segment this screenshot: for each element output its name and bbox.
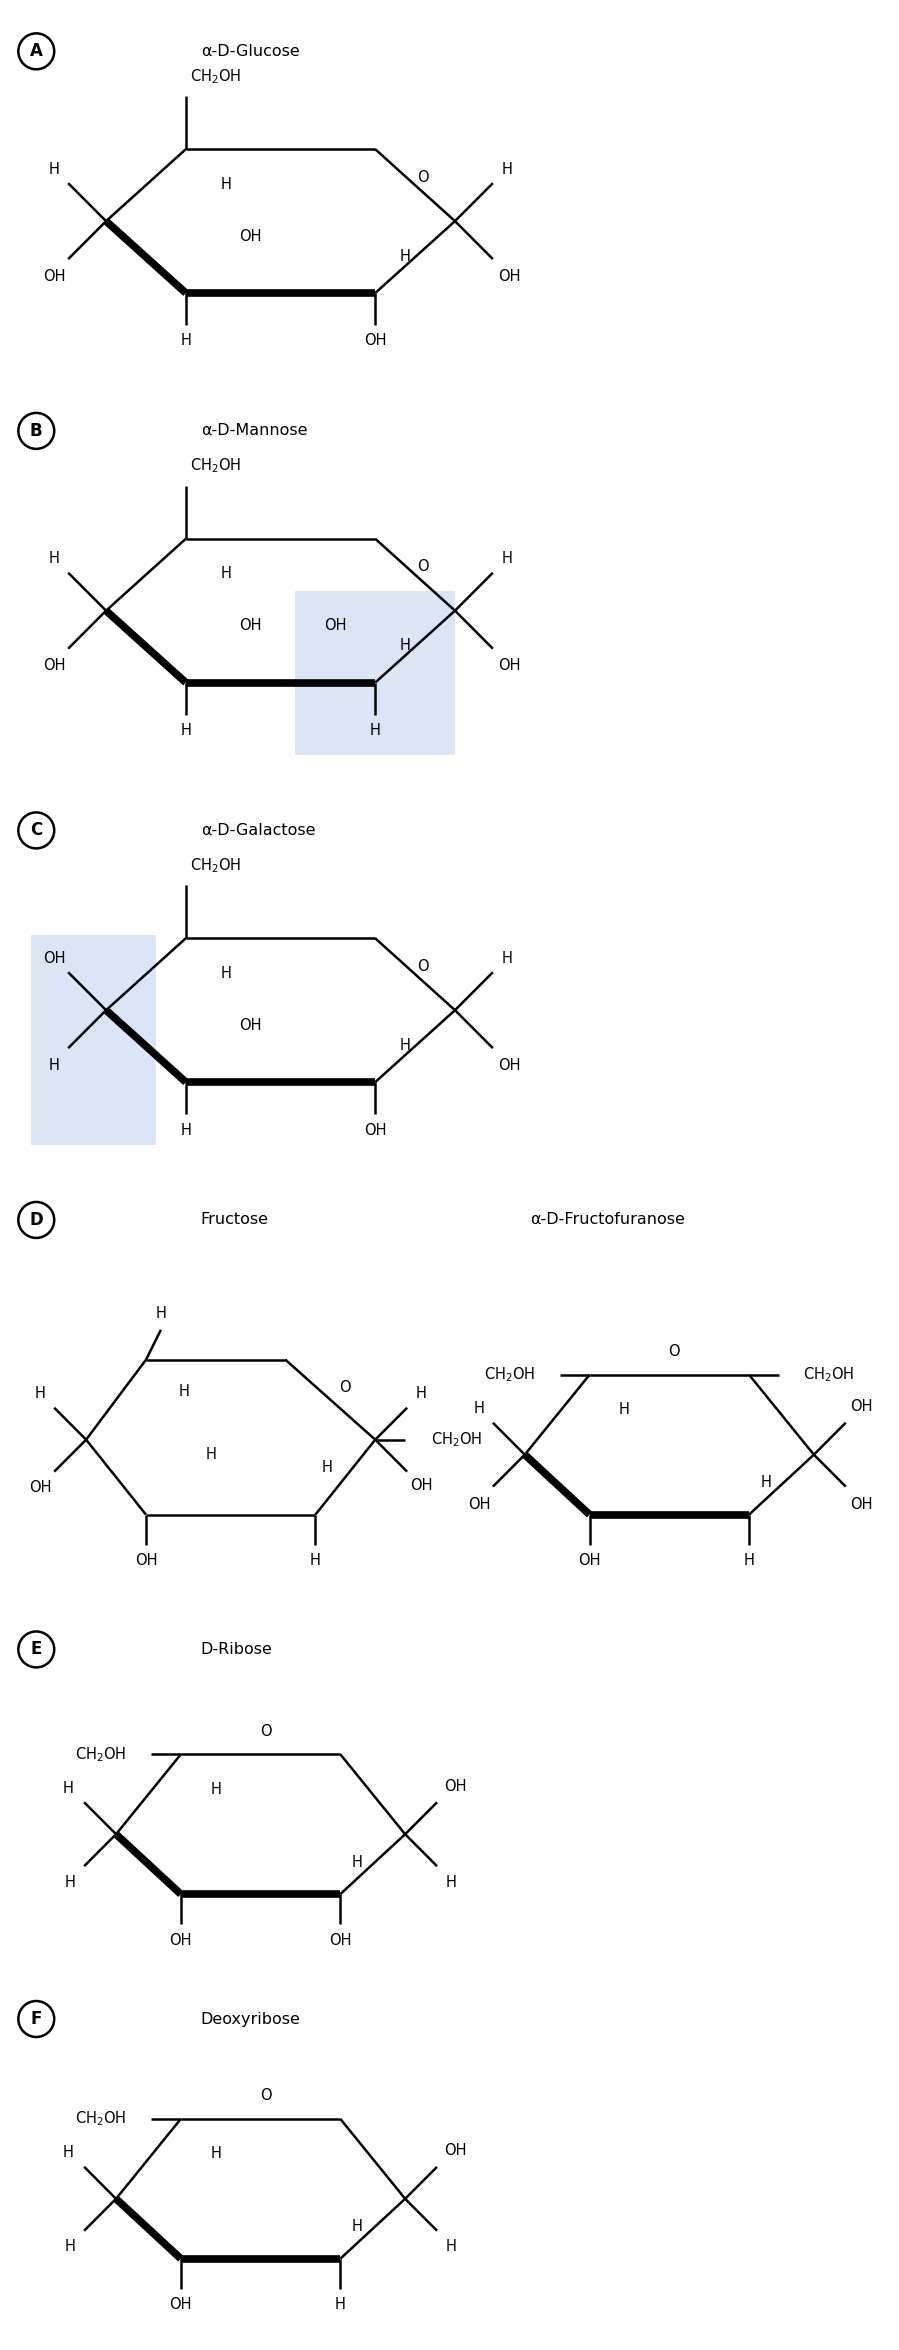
Text: OH: OH	[239, 228, 262, 244]
Text: O: O	[340, 1379, 352, 1396]
Text: H: H	[369, 724, 380, 738]
Text: H: H	[400, 249, 411, 263]
Text: H: H	[220, 566, 231, 580]
Text: H: H	[400, 1039, 411, 1053]
Text: O: O	[260, 1725, 271, 1739]
Text: OH: OH	[364, 1123, 387, 1137]
Text: CH$_2$OH: CH$_2$OH	[190, 456, 242, 475]
Text: H: H	[310, 1553, 321, 1567]
Text: H: H	[205, 1448, 216, 1462]
Text: O: O	[669, 1344, 681, 1358]
Text: OH: OH	[467, 1497, 490, 1511]
Text: H: H	[65, 1875, 76, 1889]
Text: α-D-Fructofuranose: α-D-Fructofuranose	[530, 1213, 685, 1227]
Text: OH: OH	[850, 1497, 873, 1511]
Text: H: H	[63, 2146, 74, 2160]
Text: H: H	[181, 334, 191, 348]
Text: Fructose: Fructose	[200, 1213, 269, 1227]
Text: H: H	[335, 2298, 346, 2312]
Text: OH: OH	[850, 1398, 873, 1415]
Text: OH: OH	[43, 268, 66, 284]
Text: D-Ribose: D-Ribose	[200, 1643, 272, 1657]
Text: H: H	[415, 1386, 426, 1401]
Text: OH: OH	[239, 618, 262, 632]
Text: H: H	[156, 1307, 166, 1321]
Text: OH: OH	[239, 1018, 262, 1032]
Text: CH$_2$OH: CH$_2$OH	[190, 66, 242, 85]
Text: OH: OH	[499, 268, 521, 284]
Text: OH: OH	[410, 1478, 432, 1492]
Text: OH: OH	[43, 952, 66, 966]
Text: H: H	[761, 1476, 771, 1490]
Text: O: O	[417, 959, 429, 973]
FancyBboxPatch shape	[296, 590, 455, 754]
Text: OH: OH	[444, 2143, 467, 2157]
Text: CH$_2$OH: CH$_2$OH	[803, 1365, 854, 1384]
Text: Deoxyribose: Deoxyribose	[200, 2012, 300, 2026]
Text: H: H	[210, 1781, 221, 1798]
Text: H: H	[502, 162, 512, 176]
Text: O: O	[417, 169, 429, 186]
Text: O: O	[417, 559, 429, 573]
Text: H: H	[502, 552, 512, 566]
Text: CH$_2$OH: CH$_2$OH	[76, 1746, 127, 1762]
Text: H: H	[502, 952, 512, 966]
Text: F: F	[31, 2009, 42, 2028]
Text: CH$_2$OH: CH$_2$OH	[485, 1365, 536, 1384]
Text: H: H	[210, 2146, 221, 2162]
Text: α-D-Mannose: α-D-Mannose	[200, 423, 307, 439]
Text: H: H	[322, 1459, 333, 1476]
Text: CH$_2$OH: CH$_2$OH	[190, 855, 242, 874]
Text: OH: OH	[499, 658, 521, 672]
Text: H: H	[220, 176, 231, 193]
Text: H: H	[49, 162, 59, 176]
Text: OH: OH	[135, 1553, 157, 1567]
Text: OH: OH	[444, 1779, 467, 1793]
FancyBboxPatch shape	[31, 935, 156, 1144]
Text: CH$_2$OH: CH$_2$OH	[432, 1431, 483, 1450]
Text: H: H	[63, 1781, 74, 1795]
Text: OH: OH	[329, 1932, 352, 1948]
Text: H: H	[474, 1401, 485, 1417]
Text: H: H	[181, 1123, 191, 1137]
Text: O: O	[260, 2089, 271, 2103]
Text: H: H	[352, 1854, 362, 1871]
Text: A: A	[30, 42, 43, 61]
Text: H: H	[446, 2240, 457, 2254]
Text: α-D-Glucose: α-D-Glucose	[200, 45, 299, 59]
Text: H: H	[178, 1384, 190, 1398]
Text: H: H	[181, 724, 191, 738]
Text: H: H	[352, 2218, 362, 2235]
Text: H: H	[220, 966, 231, 980]
Text: OH: OH	[170, 1932, 192, 1948]
Text: H: H	[49, 1058, 59, 1072]
Text: H: H	[49, 552, 59, 566]
Text: OH: OH	[578, 1553, 601, 1567]
Text: OH: OH	[325, 618, 347, 632]
Text: E: E	[31, 1640, 42, 1659]
Text: H: H	[619, 1403, 630, 1417]
Text: OH: OH	[29, 1480, 51, 1495]
Text: H: H	[446, 1875, 457, 1889]
Text: H: H	[35, 1386, 46, 1401]
Text: CH$_2$OH: CH$_2$OH	[76, 2110, 127, 2129]
Text: OH: OH	[43, 658, 66, 672]
Text: OH: OH	[170, 2298, 192, 2312]
Text: OH: OH	[499, 1058, 521, 1072]
Text: D: D	[30, 1210, 43, 1229]
Text: H: H	[65, 2240, 76, 2254]
Text: C: C	[31, 822, 42, 839]
Text: H: H	[743, 1553, 754, 1567]
Text: OH: OH	[364, 334, 387, 348]
Text: H: H	[400, 639, 411, 653]
Text: B: B	[30, 423, 42, 439]
Text: α-D-Galactose: α-D-Galactose	[200, 822, 316, 839]
